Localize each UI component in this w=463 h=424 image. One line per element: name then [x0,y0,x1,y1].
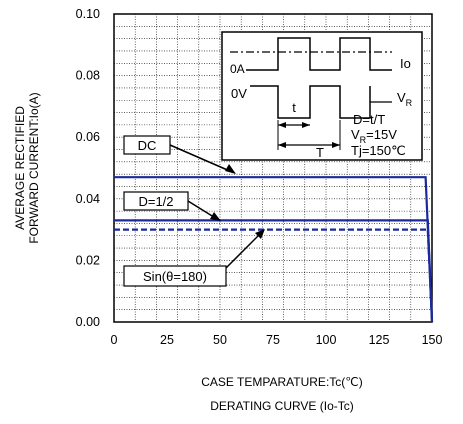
y-axis-label-line-2: FORWARD CURRENT:Io(A) [27,92,41,243]
inset-param-vr-main: V [351,127,360,142]
annotation-dc-arrowhead [225,164,236,174]
inset-zero-a-label: 0A [230,62,245,76]
inset-voltage-waveform [250,85,371,119]
inset-t-arrow-left [278,122,286,128]
y-tick-label: 0.06 [76,130,100,144]
annotation-sin-arrow [225,231,263,269]
annotation-d12-label: D=1/2 [138,194,173,209]
inset-T-label: T [316,145,324,160]
x-tick-labels: 0 25 50 75 100 125 150 [111,333,443,347]
y-tick-labels: 0.00 0.02 0.04 0.06 0.08 0.10 [76,7,100,329]
annotation-dc-arrow [169,144,233,173]
x-tick-label: 25 [160,333,174,347]
annotation-dc-label: DC [138,138,157,153]
inset-vr-sub: R [406,98,413,108]
inset-param-vr-sub: R [360,135,367,145]
x-tick-label: 100 [316,333,337,347]
inset-T-arrow-left [278,142,286,148]
y-tick-label: 0.02 [76,253,100,267]
inset-param-duty: D=t/T [353,112,385,127]
inset-io-label: Io [400,56,411,71]
annotation-sin-arrowhead [255,229,265,239]
series-line-3 [114,228,434,323]
y-tick-label: 0.10 [76,7,100,21]
x-tick-label: 50 [213,333,227,347]
y-tick-label: 0.04 [76,192,100,206]
inset-zero-v-label: 0V [231,86,247,101]
x-tick-label: 150 [422,333,443,347]
chart-caption: DERATING CURVE (Io-Tc) [210,399,354,413]
inset-vr-label: VR [397,90,413,108]
y-tick-label: 0.00 [76,315,100,329]
annotation-sin-box [123,265,227,287]
inset-param-vr: VR=15V [351,127,397,145]
x-tick-label: 0 [111,333,118,347]
inset-param-tj: Tj=150℃ [351,143,406,158]
inset-vr-main: V [397,90,406,105]
inset-param-vr-rest: =15V [366,127,397,142]
inset-t-arrow-right [302,122,310,128]
inset-frame [221,31,423,161]
inset-current-waveform [246,37,392,71]
annotation-sin-label: Sin(θ=180) [143,269,207,284]
x-tick-label: 125 [369,333,390,347]
annotation-d12-arrowhead [210,212,221,221]
inset-T-arrow-right [332,142,340,148]
annotation-dc: DC [123,135,236,174]
x-tick-label: 75 [266,333,280,347]
y-axis-label-line-1: AVERAGE RECTIFIED [13,106,27,230]
annotation-sin: Sin(θ=180) [123,229,265,287]
inset-t-label: t [292,100,296,115]
annotation-d12: D=1/2 [123,191,221,221]
waveform-inset: 0A 0V Io VR t T D=t/T VR=15V Tj=150℃ [221,31,423,161]
y-tick-label: 0.08 [76,69,100,83]
x-axis-label: CASE TEMPARATURE:Tc(℃) [201,375,363,389]
